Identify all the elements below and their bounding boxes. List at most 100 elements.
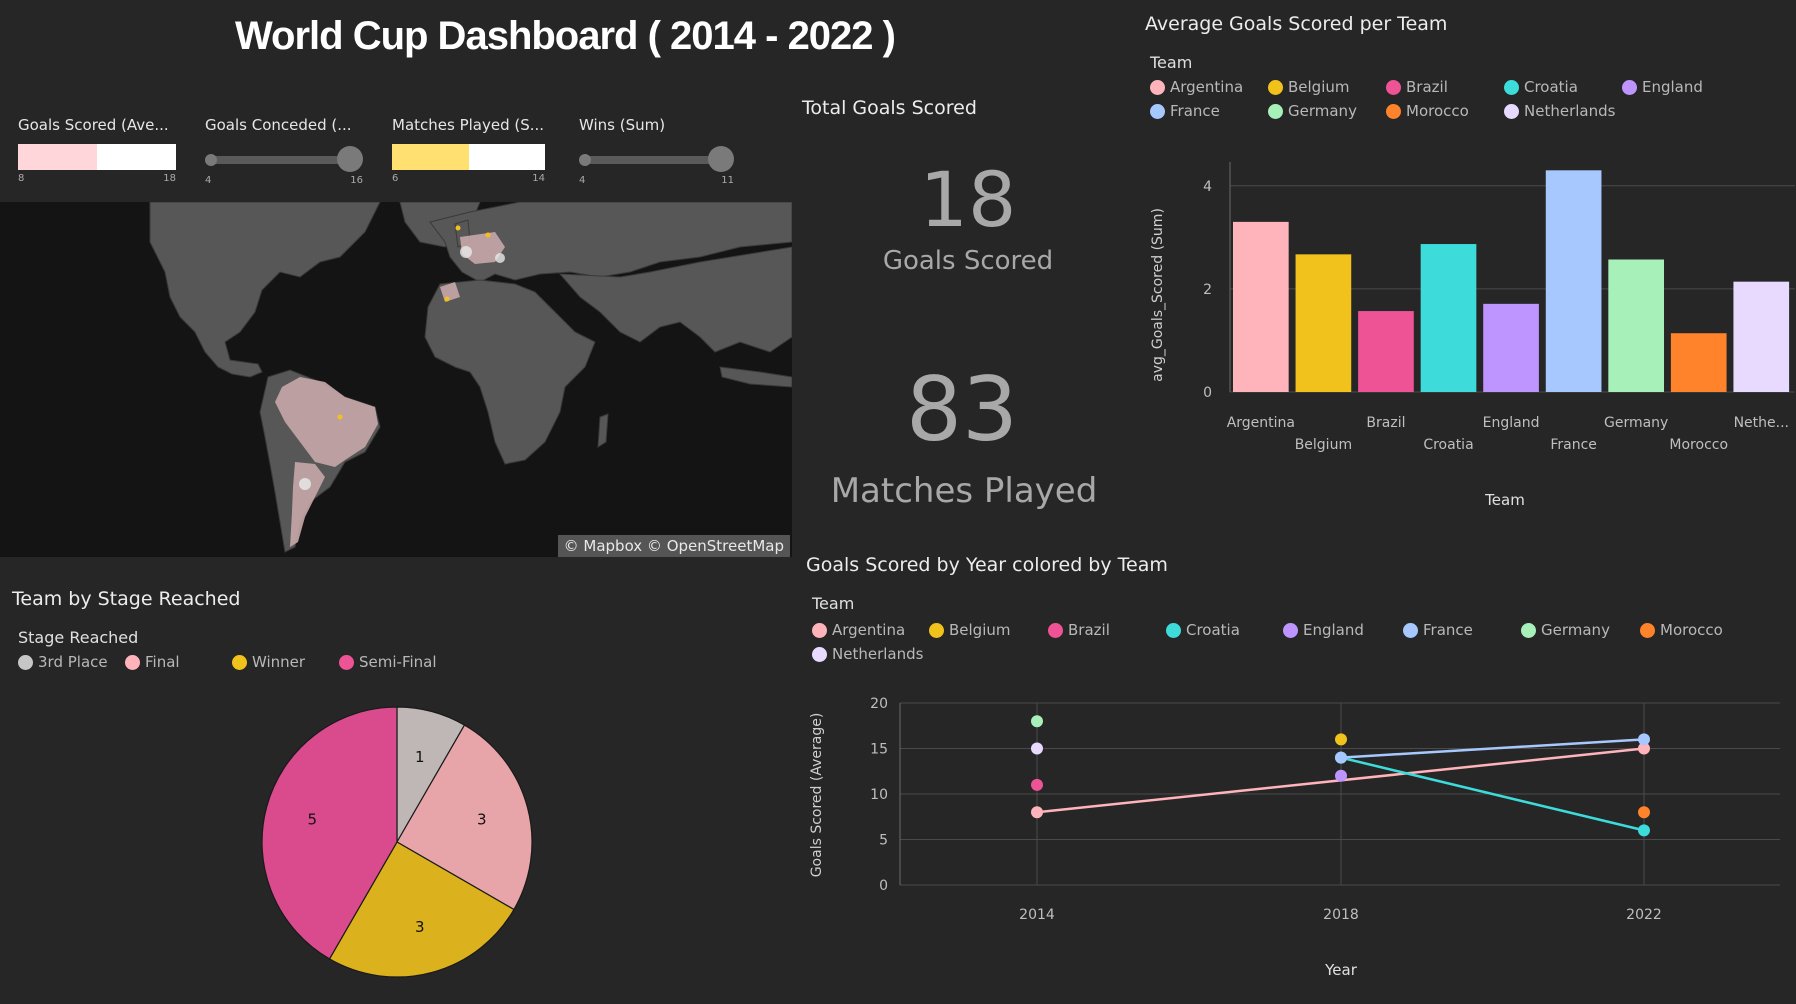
legend-item[interactable]: Croatia xyxy=(1504,78,1578,96)
legend-item[interactable]: Belgium xyxy=(1268,78,1350,96)
europe-highlight xyxy=(460,232,505,264)
x-tick-label: Brazil xyxy=(1366,415,1405,431)
line-chart-title: Goals Scored by Year colored by Team xyxy=(806,554,1168,576)
bar xyxy=(1295,254,1352,392)
data-point xyxy=(1638,806,1650,819)
legend-item[interactable]: Argentina xyxy=(1150,78,1243,96)
filter-wins[interactable]: Wins (Sum) 4 11 xyxy=(579,116,734,189)
filter-label: Matches Played (S... xyxy=(392,116,545,134)
legend-item[interactable]: Morocco xyxy=(1386,102,1469,120)
legend-label: Netherlands xyxy=(1524,102,1616,120)
slider-handle-min[interactable] xyxy=(579,154,591,166)
pie-slice-label: 3 xyxy=(477,810,487,828)
legend-item[interactable]: Germany xyxy=(1521,621,1610,639)
filter-min: 4 xyxy=(205,175,212,186)
north-america-shape xyxy=(149,202,381,378)
range-slider[interactable] xyxy=(579,146,734,172)
x-tick-label: 2018 xyxy=(1323,907,1359,923)
bar-legend-title: Team xyxy=(1150,53,1193,72)
range-bar[interactable] xyxy=(392,144,545,170)
legend-swatch xyxy=(1403,622,1418,638)
pie-chart: 1 3 3 5 xyxy=(261,706,533,978)
legend-item[interactable]: Winner xyxy=(232,653,305,671)
filter-goals-conceded[interactable]: Goals Conceded (... 4 16 xyxy=(205,116,363,189)
y-axis-label: avg_Goals_Scored (Sum) xyxy=(1150,208,1166,382)
y-axis-label: Goals Scored (Average) xyxy=(809,713,825,878)
filter-max: 14 xyxy=(532,173,545,184)
pie-slice-label: 5 xyxy=(307,810,317,828)
slider-handle-min[interactable] xyxy=(205,154,217,166)
goals-scored-label: Goals Scored xyxy=(882,246,1054,276)
filter-max: 18 xyxy=(163,173,176,184)
legend-label: Croatia xyxy=(1186,621,1240,639)
legend-item[interactable]: France xyxy=(1403,621,1473,639)
legend-swatch xyxy=(232,654,247,670)
range-slider[interactable] xyxy=(205,146,363,172)
legend-item[interactable]: Morocco xyxy=(1640,621,1723,639)
range-bar[interactable] xyxy=(18,144,176,170)
legend-label: Brazil xyxy=(1068,621,1110,639)
legend-label: Winner xyxy=(252,653,306,671)
pie-slice-label: 3 xyxy=(415,918,425,936)
data-point xyxy=(1638,733,1650,746)
filter-matches-played[interactable]: Matches Played (S... 6 14 xyxy=(392,116,545,187)
legend-swatch xyxy=(1386,103,1401,119)
map-marker xyxy=(460,246,472,258)
bar xyxy=(1233,221,1289,392)
y-tick-label: 4 xyxy=(1203,179,1212,195)
asia-shape xyxy=(558,246,792,353)
y-tick-label: 5 xyxy=(879,833,888,849)
legend-item[interactable]: England xyxy=(1622,78,1703,96)
filter-min: 4 xyxy=(579,175,586,186)
legend-item[interactable]: England xyxy=(1283,621,1364,639)
data-point xyxy=(1335,751,1347,764)
legend-item[interactable]: Netherlands xyxy=(1504,102,1615,120)
legend-item[interactable]: Germany xyxy=(1268,102,1357,120)
dashboard-title: World Cup Dashboard ( 2014 - 2022 ) xyxy=(235,14,896,58)
legend-item[interactable]: Croatia xyxy=(1166,621,1240,639)
legend-label: Argentina xyxy=(832,621,906,639)
range-bar-fill xyxy=(18,144,97,170)
legend-label: Final xyxy=(145,653,180,671)
legend-swatch xyxy=(1150,79,1165,95)
pie-slice-label: 1 xyxy=(415,748,425,766)
filter-goals-scored[interactable]: Goals Scored (Ave... 8 18 xyxy=(18,116,176,187)
y-tick-label: 0 xyxy=(879,878,888,894)
legend-swatch xyxy=(1166,622,1181,638)
legend-item[interactable]: Brazil xyxy=(1048,621,1110,639)
map-canvas xyxy=(149,202,792,553)
pie-legend-title: Stage Reached xyxy=(18,628,139,647)
legend-item[interactable]: Belgium xyxy=(929,621,1011,639)
legend-label: Brazil xyxy=(1406,78,1448,96)
legend-item[interactable]: 3rd Place xyxy=(18,653,108,671)
legend-item[interactable]: Final xyxy=(125,653,180,671)
slider-handle-max[interactable] xyxy=(337,146,363,172)
map-marker xyxy=(299,478,311,490)
pie-chart-title: Team by Stage Reached xyxy=(12,588,241,610)
line-legend-title: Team xyxy=(812,594,855,613)
legend-swatch xyxy=(1504,79,1519,95)
legend-item[interactable]: Argentina xyxy=(812,621,905,639)
y-tick-label: 20 xyxy=(870,696,888,712)
map-marker xyxy=(444,296,450,302)
legend-label: Morocco xyxy=(1660,621,1723,639)
indonesia-shape xyxy=(719,366,792,388)
map-attribution[interactable]: © Mapbox © OpenStreetMap xyxy=(557,535,790,557)
data-point xyxy=(1031,778,1043,791)
x-tick-label: 2014 xyxy=(1019,907,1055,923)
slider-handle-max[interactable] xyxy=(708,146,734,172)
highlighted-countries xyxy=(275,232,505,547)
data-point xyxy=(1031,806,1043,819)
legend-label: England xyxy=(1303,621,1364,639)
world-map[interactable]: © Mapbox © OpenStreetMap xyxy=(0,202,792,557)
legend-label: 3rd Place xyxy=(38,653,108,671)
kpi-title: Total Goals Scored xyxy=(802,97,977,119)
x-tick-label: Germany xyxy=(1604,415,1668,431)
legend-item[interactable]: Brazil xyxy=(1386,78,1448,96)
legend-label: Netherlands xyxy=(832,645,924,663)
legend-item[interactable]: Netherlands xyxy=(812,645,923,663)
bar xyxy=(1733,281,1790,392)
filter-label: Goals Conceded (... xyxy=(205,116,352,134)
legend-item[interactable]: Semi-Final xyxy=(339,653,437,671)
legend-item[interactable]: France xyxy=(1150,102,1220,120)
